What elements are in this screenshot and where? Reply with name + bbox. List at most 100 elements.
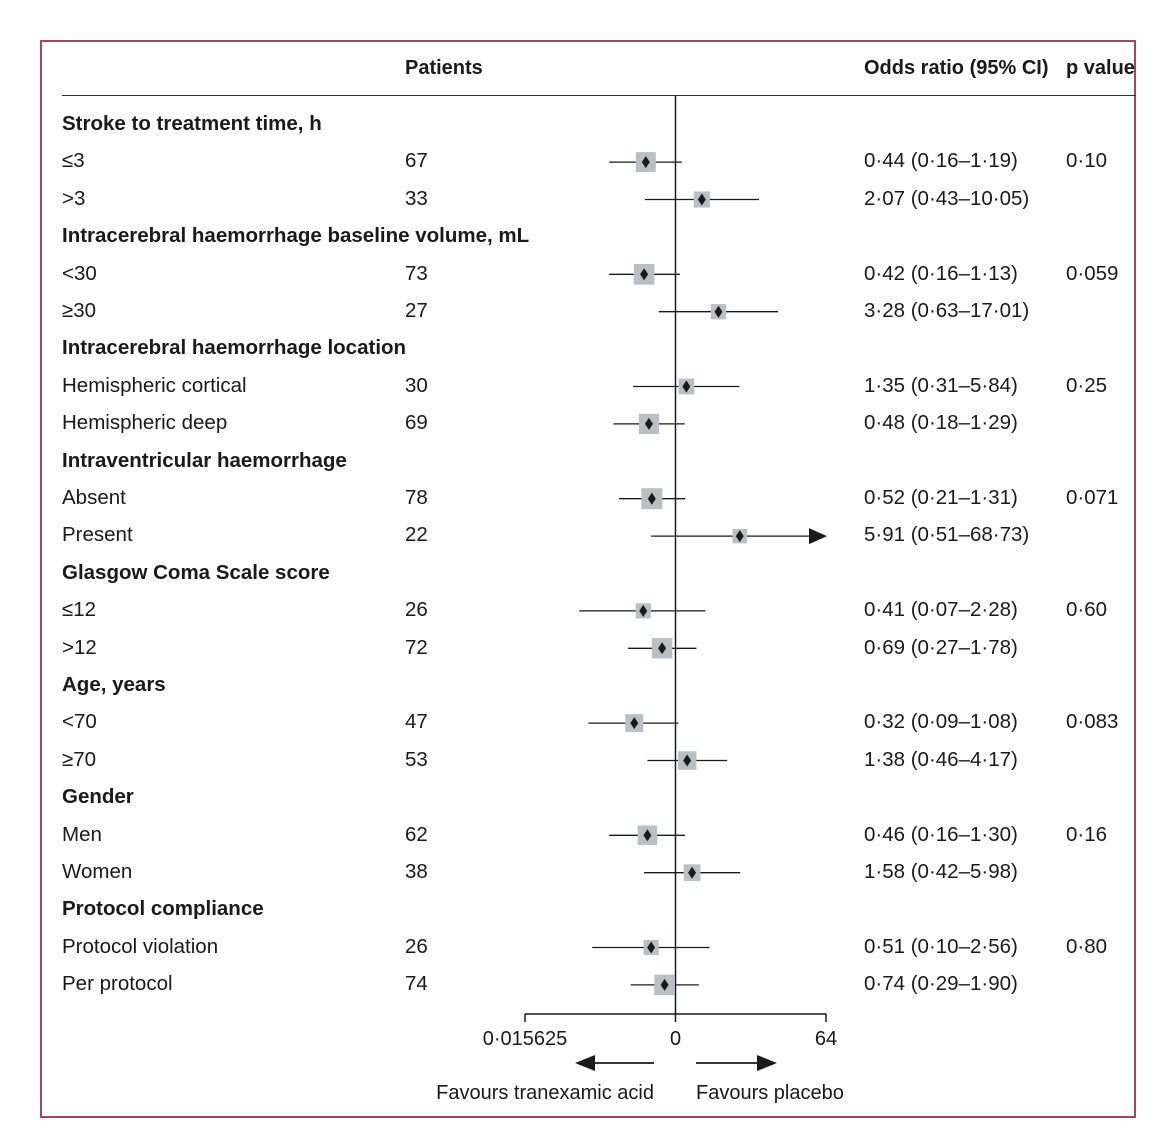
odds-ratio-value: 0·52 (0·21–1·31) xyxy=(864,486,1018,509)
table-row: Women 38 1·58 (0·42–5·98) xyxy=(0,853,1168,890)
p-value: 0·25 xyxy=(1066,373,1108,397)
odds-ratio-value: 2·07 (0·43–10·05) xyxy=(864,186,1030,210)
group-row: Intracerebral haemorrhage location xyxy=(0,329,1168,366)
group-label: Gender xyxy=(62,785,134,809)
group-row: Age, years xyxy=(0,666,1168,703)
patients-value: 47 xyxy=(405,710,428,734)
table-row: ≥70 53 1·38 (0·46–4·17) xyxy=(0,741,1168,778)
subgroup-label: ≤3 xyxy=(62,149,85,173)
table-row: ≥30 27 3·28 (0·63–17·01) xyxy=(0,292,1168,329)
subgroup-label: Men xyxy=(62,822,102,846)
patients-value: 69 xyxy=(405,411,428,435)
odds-ratio-value: 5·91 (0·51–68·73) xyxy=(864,523,1030,547)
estimate-marker xyxy=(641,156,650,169)
patients-value: 74 xyxy=(405,972,428,996)
header-rule xyxy=(62,95,1136,96)
table-row: Hemispheric deep 69 0·48 (0·18–1·29) xyxy=(0,404,1168,441)
odds-ratio-value: 0·32 (0·09–1·08) xyxy=(864,710,1018,734)
subgroup-label: Hemispheric deep xyxy=(62,411,228,435)
subgroup-label: Women xyxy=(62,860,133,883)
p-value: 0·071 xyxy=(1066,486,1119,509)
odds-ratio-value: 0·74 (0·29–1·90) xyxy=(864,972,1018,996)
subgroup-label: Absent xyxy=(62,486,126,509)
patients-value: 53 xyxy=(405,747,428,771)
odds-ratio-value: 0·44 (0·16–1·19) xyxy=(864,149,1018,173)
x-tick-label: 0·015625 xyxy=(483,1028,568,1050)
estimate-marker xyxy=(647,492,656,505)
subgroup-label: Present xyxy=(62,523,133,547)
patients-value: 67 xyxy=(405,149,428,173)
figure-frame xyxy=(40,40,1136,1118)
table-row: >12 72 0·69 (0·27–1·78) xyxy=(0,629,1168,666)
table-row: Hemispheric cortical 30 1·35 (0·31–5·84) 0·… xyxy=(0,367,1168,404)
ci-arrow xyxy=(808,528,827,545)
group-label: Glasgow Coma Scale score xyxy=(62,560,330,584)
odds-ratio-value: 0·42 (0·16–1·13) xyxy=(864,261,1018,285)
estimate-marker xyxy=(630,717,639,730)
patients-value: 38 xyxy=(405,860,428,883)
group-label: Age, years xyxy=(62,673,166,696)
odds-ratio-header: Odds ratio (95% CI) xyxy=(864,57,1049,79)
odds-ratio-value: 0·48 (0·18–1·29) xyxy=(864,411,1018,435)
subgroup-label: <70 xyxy=(62,710,97,734)
p-value: 0·16 xyxy=(1066,822,1108,846)
x-tick-label: 0 xyxy=(670,1028,681,1050)
estimate-marker xyxy=(658,642,667,655)
group-label: Intracerebral haemorrhage location xyxy=(62,336,407,360)
favours-left-label: Favours tranexamic acid xyxy=(436,1082,654,1104)
subgroup-label: Protocol violation xyxy=(62,934,219,958)
group-row: Protocol compliance xyxy=(0,890,1168,927)
p-value: 0·10 xyxy=(1066,149,1108,173)
estimate-marker xyxy=(682,380,691,393)
estimate-marker xyxy=(735,530,744,543)
p-value: 0·80 xyxy=(1066,934,1108,958)
estimate-marker xyxy=(660,978,669,991)
group-label: Stroke to treatment time, h xyxy=(62,112,322,135)
table-row: >3 33 2·07 (0·43–10·05) xyxy=(0,180,1168,217)
patients-value: 78 xyxy=(405,486,428,509)
estimate-marker xyxy=(639,604,648,617)
odds-ratio-value: 0·46 (0·16–1·30) xyxy=(864,822,1018,846)
patients-value: 62 xyxy=(405,822,428,846)
subgroup-label: ≤12 xyxy=(62,598,97,622)
p-value: 0·60 xyxy=(1066,598,1108,622)
favours-right-label: Favours placebo xyxy=(696,1082,844,1104)
group-row: Intraventricular haemorrhage xyxy=(0,442,1168,479)
table-row: Absent 78 0·52 (0·21–1·31) 0·071 xyxy=(0,479,1168,516)
table-row: <70 47 0·32 (0·09–1·08) 0·083 xyxy=(0,703,1168,740)
group-row: Stroke to treatment time, h xyxy=(0,105,1168,142)
group-label: Intracerebral haemorrhage baseline volum… xyxy=(62,224,530,248)
patients-value: 27 xyxy=(405,299,428,322)
odds-ratio-value: 0·69 (0·27–1·78) xyxy=(864,635,1018,659)
subgroup-label: >3 xyxy=(62,186,86,210)
subgroup-label: <30 xyxy=(62,261,97,285)
p-value: 0·059 xyxy=(1066,261,1119,285)
subgroup-label: >12 xyxy=(62,635,97,659)
patients-value: 30 xyxy=(405,373,428,397)
estimate-marker xyxy=(688,866,697,879)
table-row: Protocol violation 26 0·51 (0·10–2·56) 0·80 xyxy=(0,928,1168,965)
subgroup-label: ≥70 xyxy=(62,747,97,771)
estimate-marker xyxy=(714,305,723,318)
subgroup-label: Hemispheric cortical xyxy=(62,373,247,397)
table-row: ≤12 26 0·41 (0·07–2·28) 0·60 xyxy=(0,591,1168,628)
table-row: Present 22 5·91 (0·51–68·73) xyxy=(0,516,1168,553)
estimate-marker xyxy=(640,268,649,281)
group-row: Gender xyxy=(0,778,1168,815)
estimate-marker xyxy=(643,829,652,842)
table-row: <30 73 0·42 (0·16–1·13) 0·059 xyxy=(0,255,1168,292)
estimate-marker xyxy=(644,417,653,430)
left-arrow-head xyxy=(575,1055,595,1071)
patients-value: 33 xyxy=(405,186,428,210)
patients-value: 73 xyxy=(405,261,428,285)
table-row: Per protocol 74 0·74 (0·29–1·90) xyxy=(0,965,1168,1002)
group-label: Protocol compliance xyxy=(62,897,264,921)
patients-value: 72 xyxy=(405,635,428,659)
subgroup-label: Per protocol xyxy=(62,972,173,996)
p-value: 0·083 xyxy=(1066,710,1119,734)
group-label: Intraventricular haemorrhage xyxy=(62,448,347,472)
odds-ratio-value: 3·28 (0·63–17·01) xyxy=(864,299,1030,322)
p-value-header: p value xyxy=(1066,57,1135,79)
estimate-marker xyxy=(683,754,692,767)
odds-ratio-value: 1·58 (0·42–5·98) xyxy=(864,860,1018,883)
